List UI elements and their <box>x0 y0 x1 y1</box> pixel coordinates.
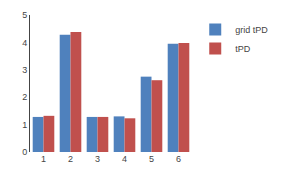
svg-text:grid tPD: grid tPD <box>235 25 268 35</box>
svg-text:3: 3 <box>95 154 100 164</box>
svg-text:4: 4 <box>22 38 27 48</box>
svg-text:0: 0 <box>22 147 27 157</box>
svg-text:3: 3 <box>22 65 27 75</box>
svg-text:4: 4 <box>122 154 127 164</box>
svg-text:2: 2 <box>22 92 27 102</box>
svg-text:5: 5 <box>22 10 27 20</box>
svg-text:1: 1 <box>22 120 27 130</box>
svg-text:5: 5 <box>149 154 154 164</box>
svg-text:2: 2 <box>68 154 73 164</box>
svg-text:tPD: tPD <box>235 44 251 54</box>
svg-text:6: 6 <box>176 154 181 164</box>
svg-text:1: 1 <box>41 154 46 164</box>
